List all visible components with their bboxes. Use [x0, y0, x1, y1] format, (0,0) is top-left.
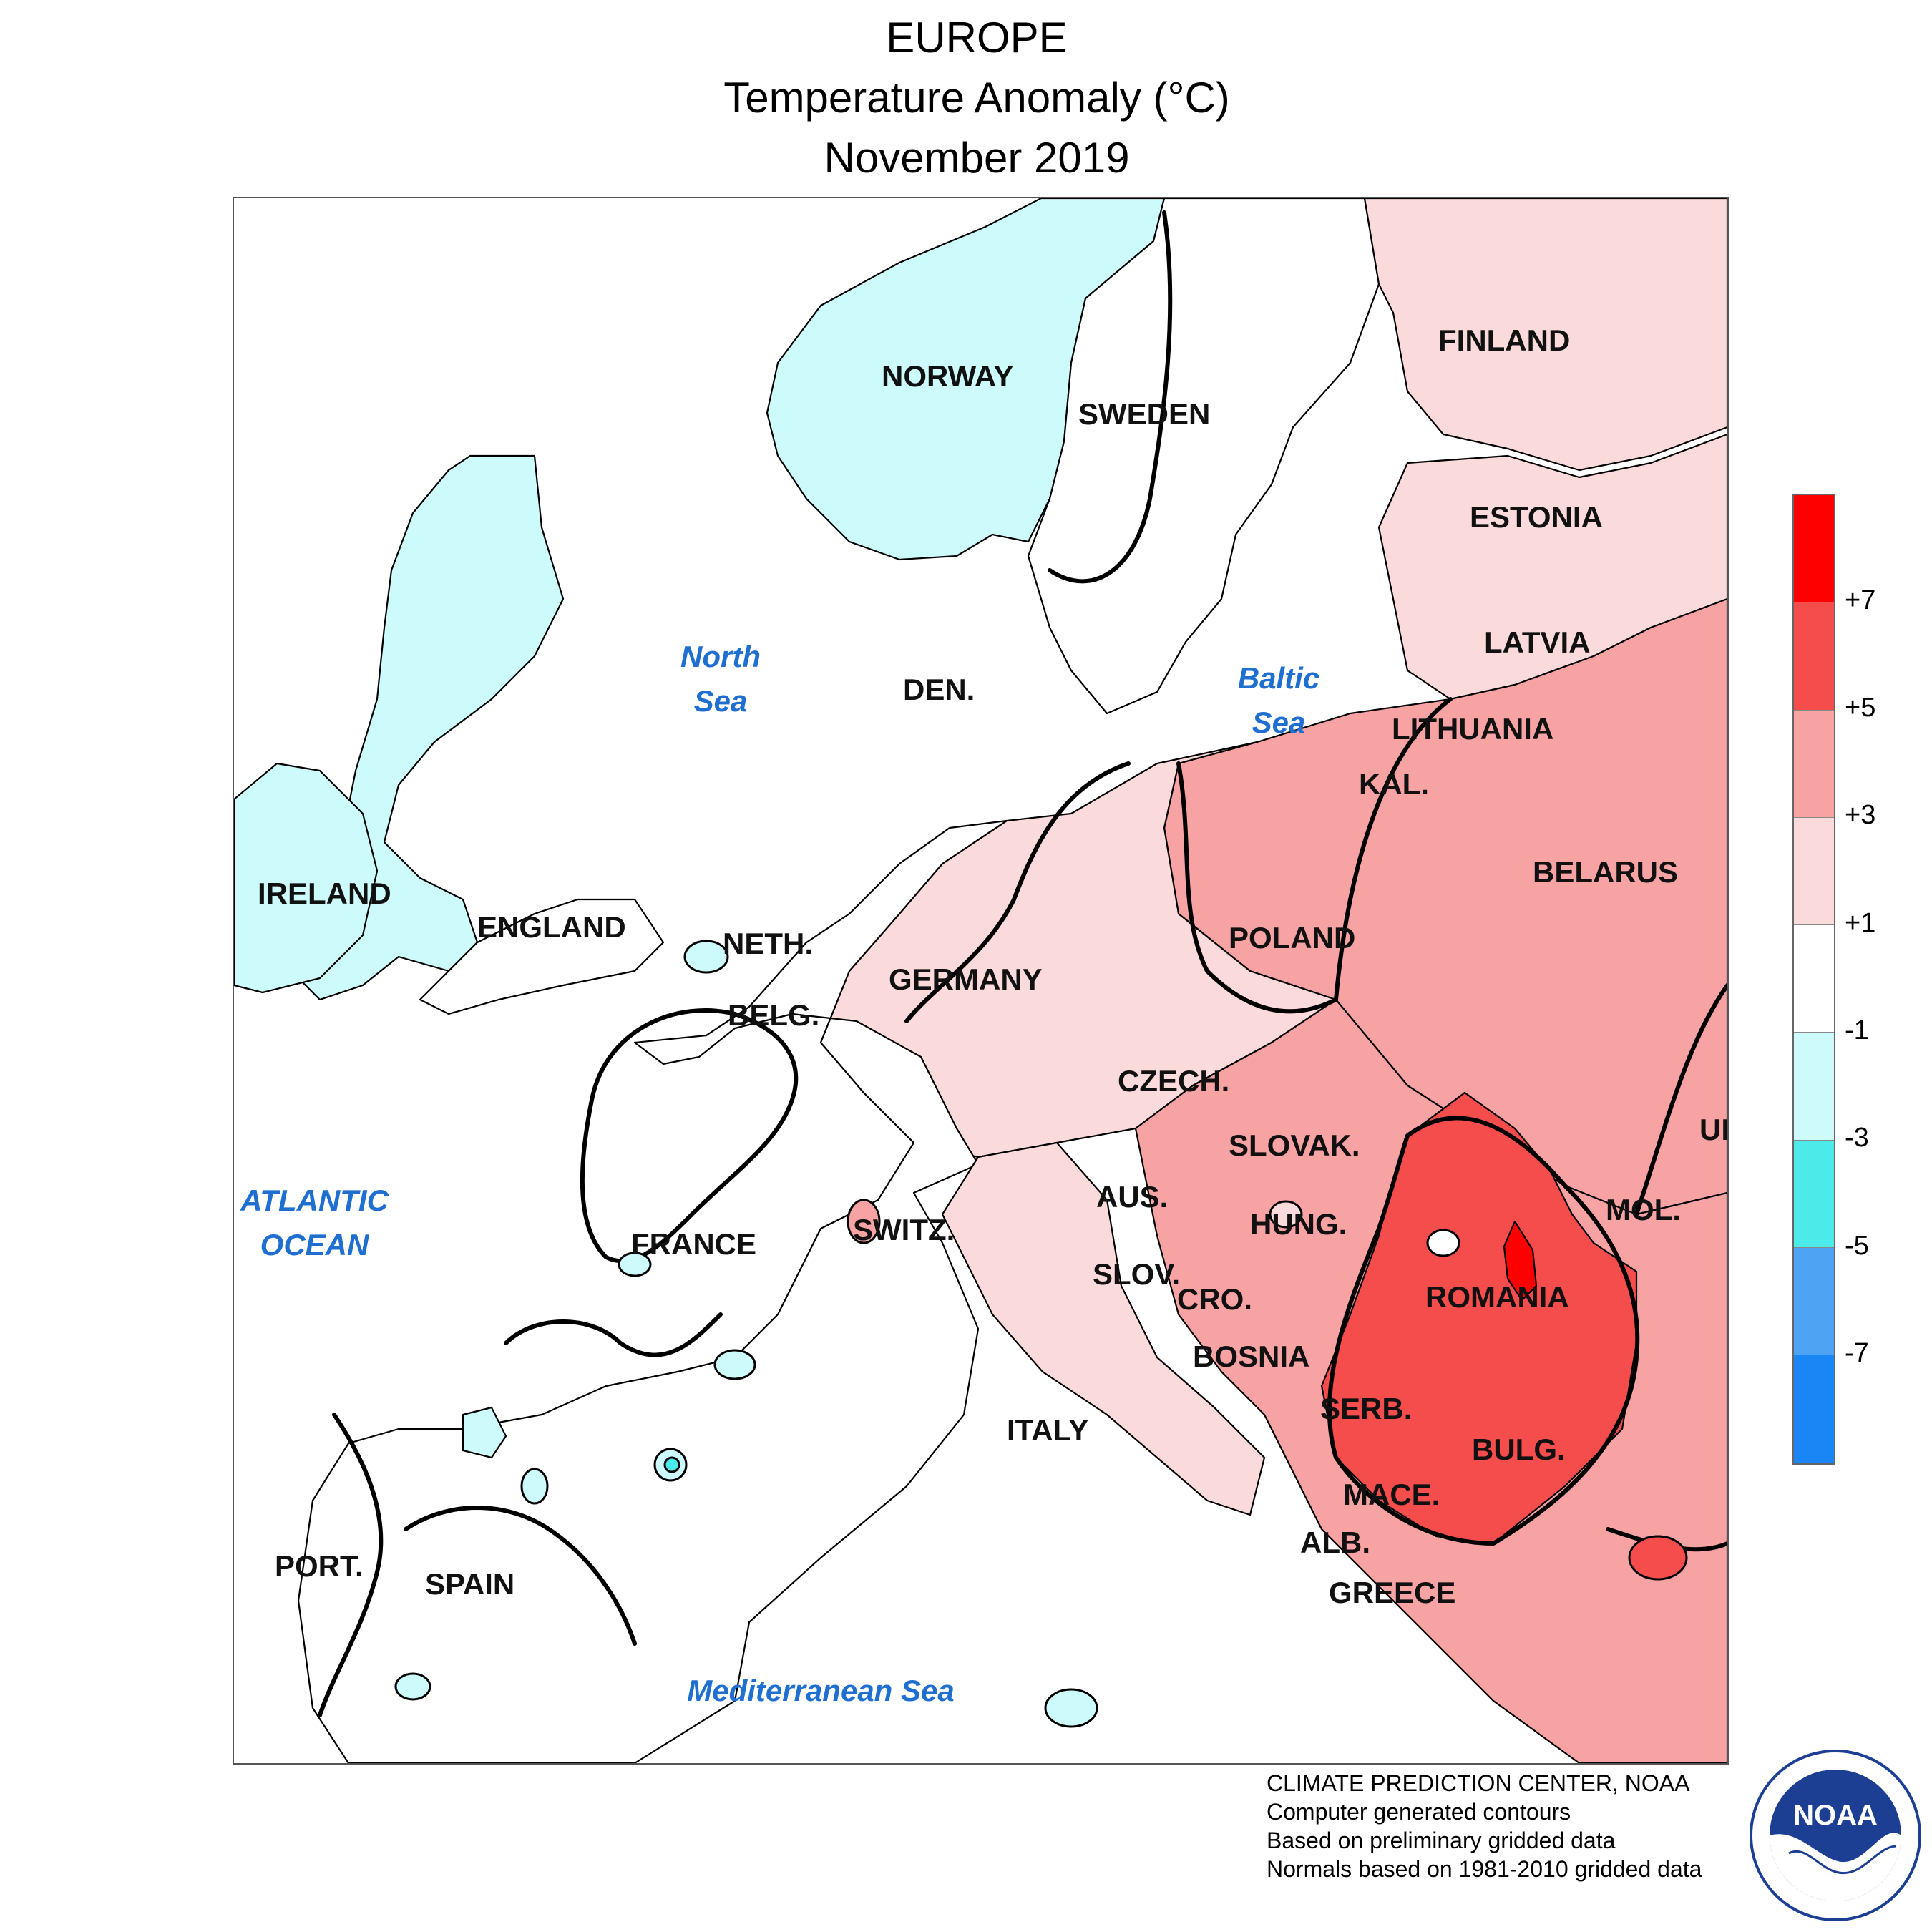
credit-line: CLIMATE PREDICTION CENTER, NOAA: [1267, 1770, 1690, 1796]
label-estonia: ESTONIA: [1470, 500, 1603, 534]
legend-swatch-neutral: [1794, 925, 1834, 1033]
legend-swatch-neg3-5: [1794, 1140, 1834, 1249]
legend-label: -3: [1845, 1123, 1869, 1153]
region-italy: [941, 1141, 1266, 1516]
anomaly-map: [234, 198, 1727, 1763]
legend-label: +1: [1845, 908, 1876, 938]
legend-swatch-gt7: [1794, 495, 1834, 603]
legend-swatch-neg1-3: [1794, 1033, 1834, 1141]
label-bosnia: BOSNIA: [1193, 1340, 1310, 1373]
label-romania: ROMANIA: [1425, 1280, 1569, 1314]
label-lithuania: LITHUANIA: [1392, 712, 1554, 746]
region-england-south: [419, 898, 665, 1015]
label-north-sea: North Sea: [649, 635, 792, 723]
region-sweden: [1027, 198, 1380, 715]
label-atlantic-ocean: ATLANTIC OCEAN: [234, 1179, 395, 1267]
anomaly-pockets: [394, 940, 1688, 1728]
label-serb: SERB.: [1320, 1392, 1413, 1425]
label-baltic-sea: Baltic Sea: [1207, 656, 1350, 745]
legend-swatch-3-5: [1794, 710, 1834, 818]
label-england: ENGLAND: [477, 910, 626, 944]
label-bulg: BULG.: [1472, 1433, 1566, 1466]
label-ireland: IRELAND: [258, 877, 391, 910]
region-ireland: [234, 762, 379, 994]
label-france: FRANCE: [631, 1227, 756, 1261]
label-cro: CRO.: [1177, 1282, 1252, 1316]
legend-label: +3: [1845, 800, 1876, 830]
north-sea-line2: Sea: [693, 684, 748, 718]
credit-line: Computer generated contours: [1267, 1799, 1571, 1825]
credit-line: Normals based on 1981-2010 gridded data: [1267, 1856, 1702, 1882]
label-sweden: SWEDEN: [1078, 397, 1211, 431]
label-neth: NETH.: [723, 927, 813, 960]
label-den: DEN.: [903, 673, 975, 706]
label-italy: ITALY: [1007, 1413, 1089, 1447]
legend-swatch-neg5-7: [1794, 1248, 1834, 1356]
north-sea-line1: North: [680, 640, 761, 673]
label-hung: HUNG.: [1250, 1207, 1347, 1241]
map-title: EUROPE: [886, 14, 1068, 62]
credits-block: CLIMATE PREDICTION CENTER, NOAA Computer…: [1267, 1769, 1702, 1883]
atlantic-line2: OCEAN: [260, 1228, 369, 1262]
color-legend: [1792, 494, 1835, 1465]
region-iberia-cool: [462, 1406, 507, 1459]
region-hottest: [1503, 1220, 1538, 1302]
label-uk: UK: [1699, 1113, 1727, 1146]
map-subtitle: Temperature Anomaly (°C): [723, 74, 1230, 122]
atlantic-line1: ATLANTIC: [240, 1184, 389, 1217]
label-slovak: SLOVAK.: [1229, 1128, 1360, 1162]
label-mediterranean-sea: Mediterranean Sea: [687, 1674, 955, 1707]
legend-label: +7: [1845, 585, 1876, 615]
legend-label: -7: [1845, 1338, 1869, 1368]
label-poland: POLAND: [1229, 921, 1356, 955]
baltic-sea-line2: Sea: [1252, 706, 1306, 739]
label-latvia: LATVIA: [1484, 625, 1591, 659]
legend-swatch-lt-neg7: [1794, 1355, 1834, 1463]
region-finland: [1363, 198, 1727, 472]
map-date: November 2019: [824, 134, 1130, 182]
noaa-logo-text: NOAA: [1793, 1800, 1878, 1831]
label-germany: GERMANY: [889, 962, 1043, 996]
region-west: [297, 819, 1008, 1763]
legend-swatch-5-7: [1794, 602, 1834, 711]
label-switz: SWITZ.: [853, 1213, 955, 1246]
legend-swatch-1-3: [1794, 817, 1834, 926]
label-aus: AUS.: [1096, 1180, 1169, 1214]
label-kal: KAL.: [1359, 767, 1429, 801]
label-finland: FINLAND: [1438, 323, 1571, 357]
label-mol: MOL.: [1606, 1193, 1681, 1226]
label-greece: GREECE: [1329, 1576, 1456, 1609]
label-mace: MACE.: [1343, 1478, 1440, 1511]
noaa-logo: NOAA: [1750, 1750, 1921, 1921]
label-alb: ALB.: [1300, 1526, 1370, 1559]
credit-line: Based on preliminary gridded data: [1267, 1828, 1616, 1853]
legend-label: -5: [1845, 1231, 1869, 1261]
legend-label: -1: [1845, 1015, 1869, 1045]
label-norway: NORWAY: [882, 359, 1014, 393]
map-panel: NORWAY SWEDEN FINLAND ESTONIA LATVIA LIT…: [233, 197, 1729, 1765]
label-port: PORT.: [275, 1549, 364, 1583]
baltic-sea-line1: Baltic: [1237, 661, 1320, 695]
label-belarus: BELARUS: [1533, 855, 1679, 889]
label-spain: SPAIN: [425, 1567, 515, 1601]
label-czech: CZECH.: [1118, 1064, 1230, 1098]
label-belg: BELG.: [728, 998, 820, 1032]
legend-label: +5: [1845, 693, 1876, 723]
label-slov: SLOV.: [1093, 1257, 1181, 1291]
